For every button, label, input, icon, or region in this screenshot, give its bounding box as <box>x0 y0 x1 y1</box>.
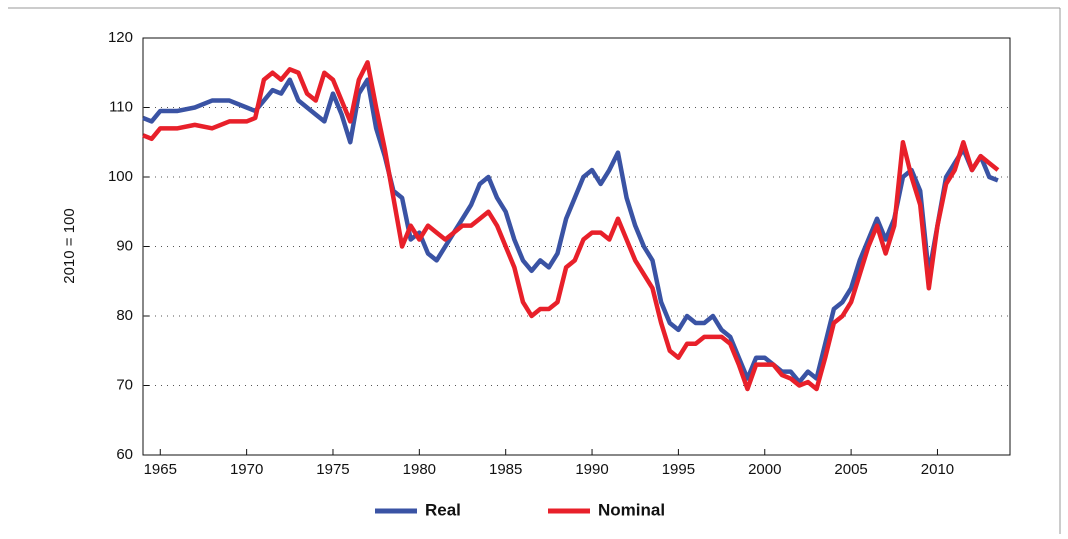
y-tick-label: 90 <box>116 237 133 254</box>
y-tick-label: 60 <box>116 446 133 463</box>
line-series <box>142 77 999 385</box>
line-series <box>142 60 1000 392</box>
y-tick-label: 70 <box>116 376 133 393</box>
x-tick-label: 1970 <box>230 461 263 478</box>
x-tick-label: 1990 <box>575 461 608 478</box>
y-tick-label: 110 <box>109 98 133 115</box>
x-tick-label: 1975 <box>316 461 349 478</box>
x-tick-label: 1965 <box>144 461 177 478</box>
x-tick-label: 2000 <box>748 461 781 478</box>
y-tick-label: 100 <box>108 168 133 185</box>
x-tick-label: 1985 <box>489 461 522 478</box>
y-tick-label: 80 <box>116 307 133 324</box>
y-axis-label: 2010 = 100 <box>61 208 78 284</box>
legend-label: Real <box>425 500 461 519</box>
x-tick-label: 2010 <box>921 461 954 478</box>
legend-label: Nominal <box>598 500 665 519</box>
x-tick-label: 2005 <box>834 461 867 478</box>
x-tick-label: 1980 <box>403 461 436 478</box>
y-tick-label: 120 <box>108 29 133 46</box>
plot-frame <box>142 37 1011 456</box>
x-tick-label: 1995 <box>662 461 695 478</box>
